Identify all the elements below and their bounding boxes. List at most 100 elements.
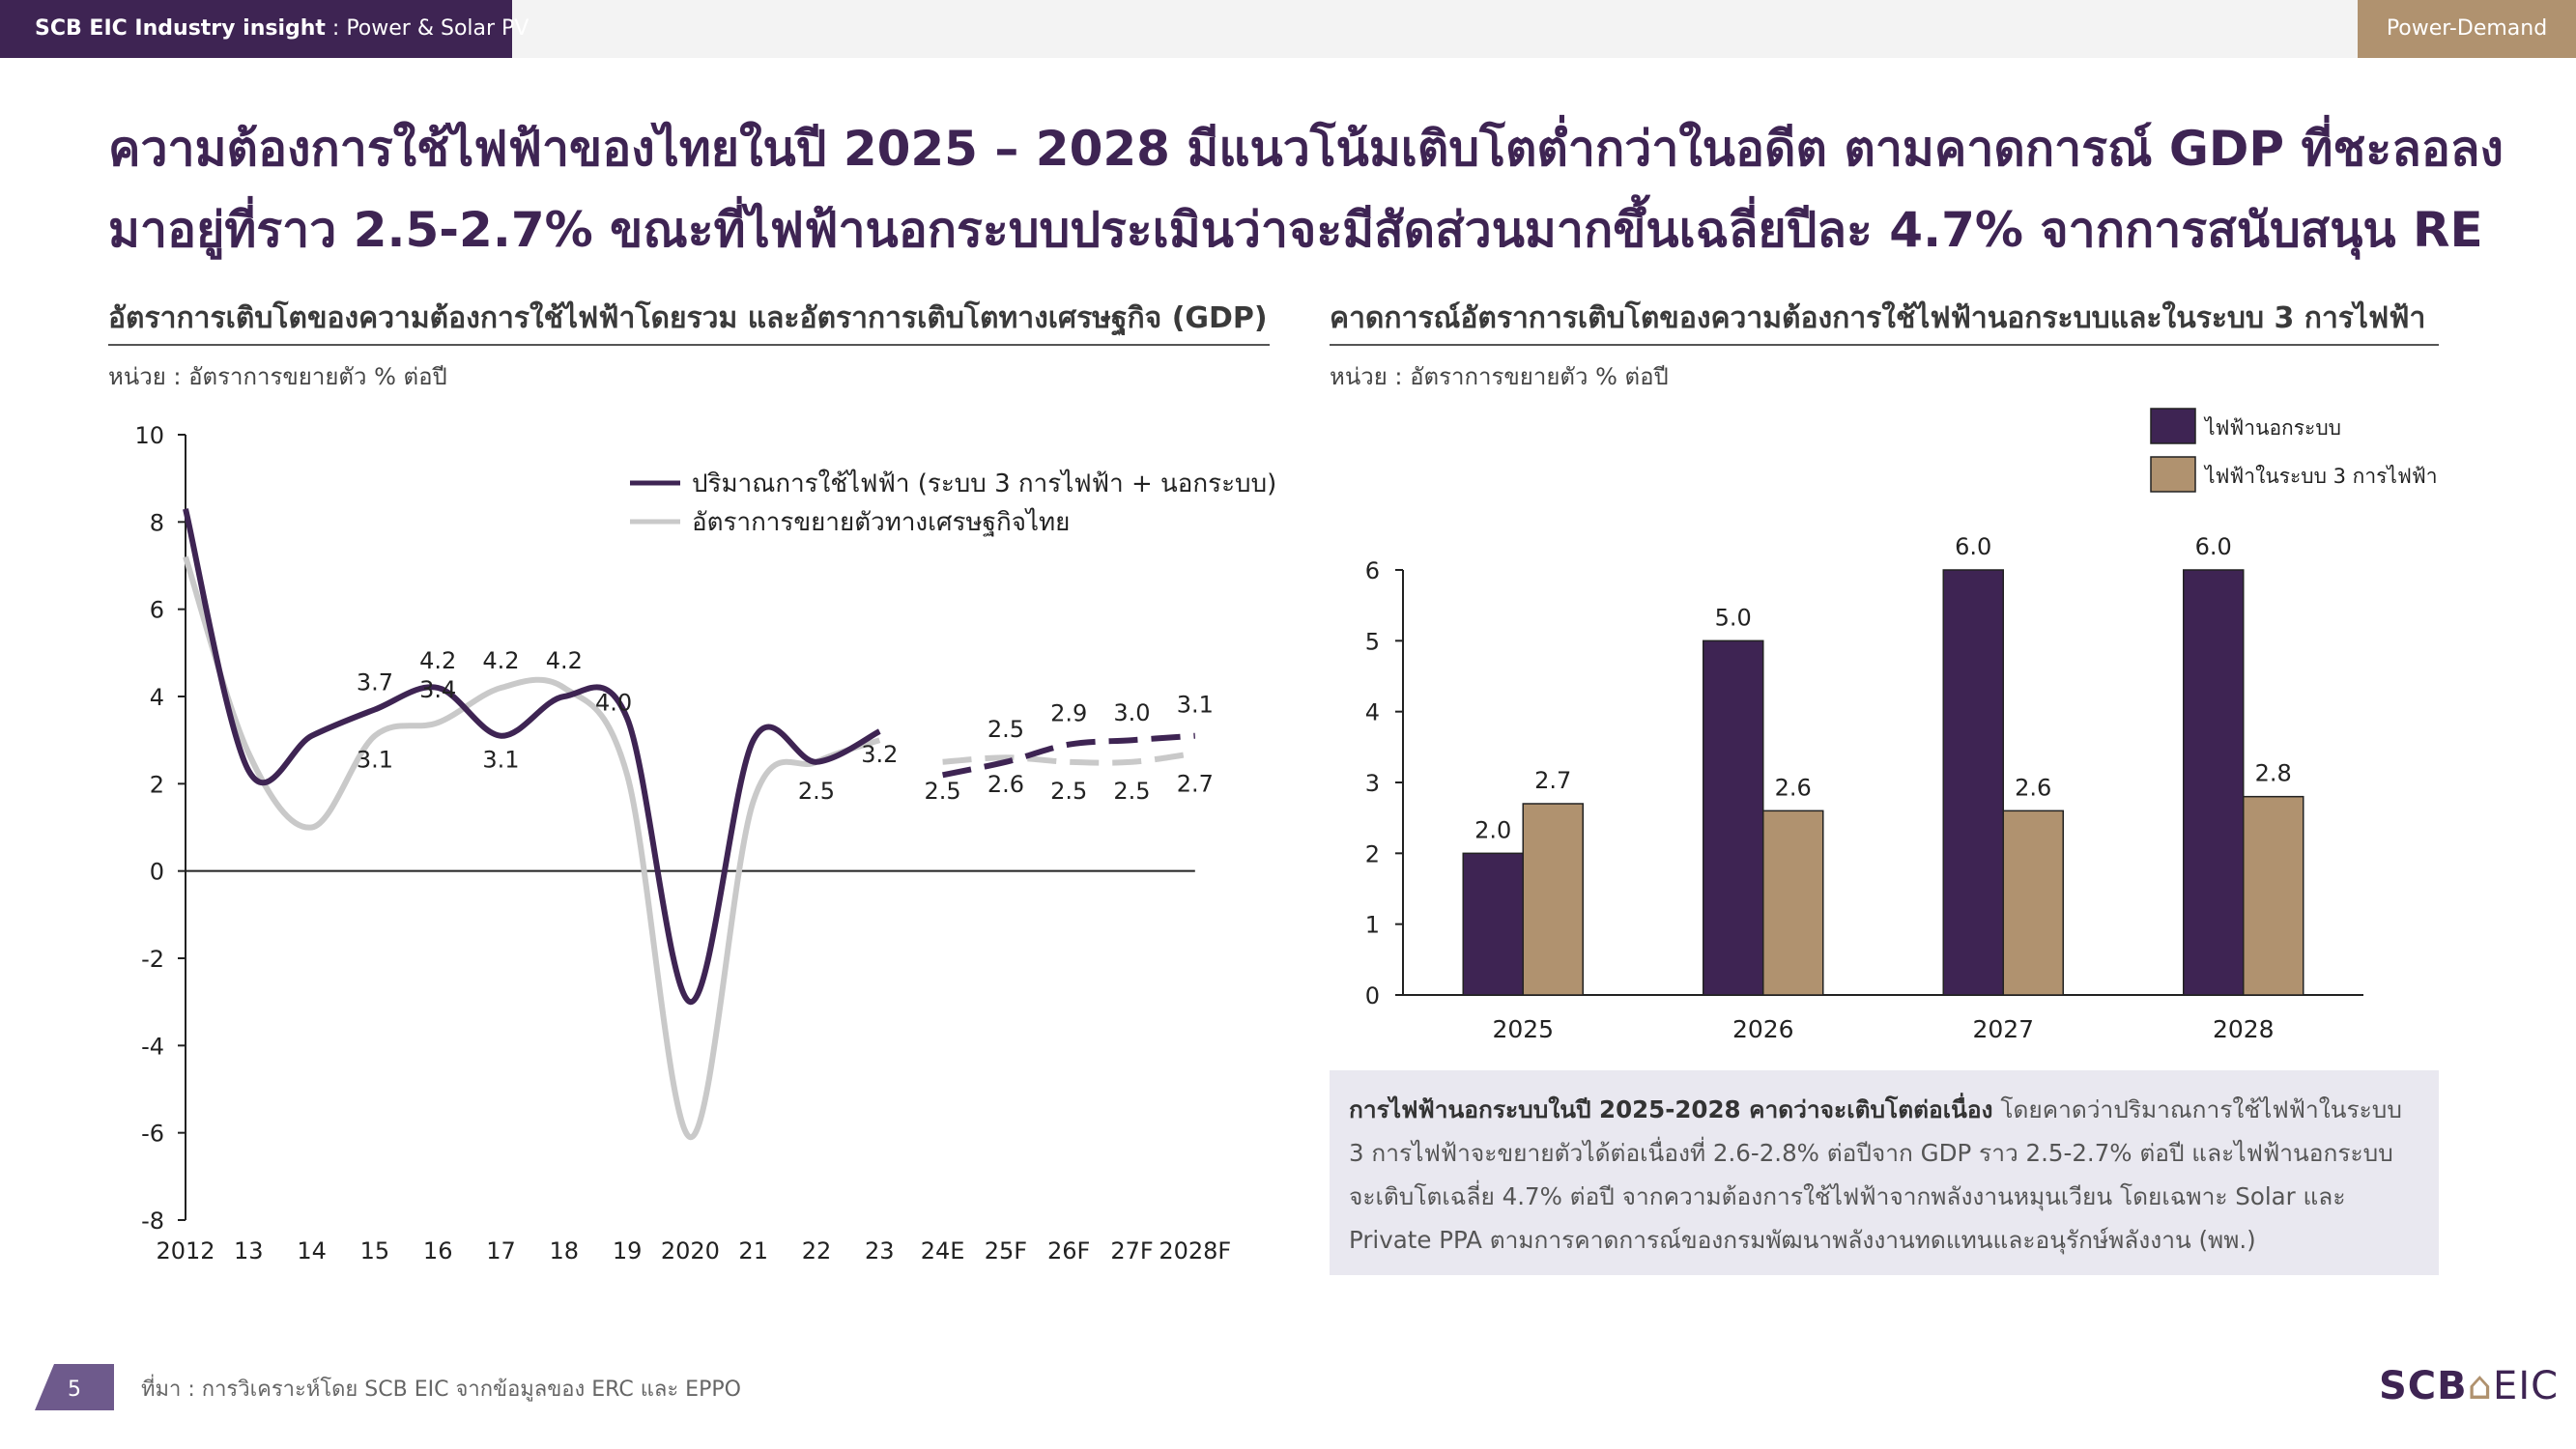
page-number-shape xyxy=(35,1364,114,1410)
x-tick-label: 25F xyxy=(985,1237,1027,1264)
y-tick-label: 1 xyxy=(1365,912,1380,939)
gdp-electricity-line-chart: -8 -6 -4 -2 0 2 4 6 8 10 2012 13 14 15 16 17 18 19 2020 21 2… xyxy=(134,422,1276,1264)
x-tick-label: 2027 xyxy=(1972,1015,2034,1043)
headline-line-2: มาอยู่ที่ราว 2.5-2.7% ขณะที่ไฟฟ้านอกระบบ… xyxy=(108,202,2483,258)
data-label: 2.5 xyxy=(987,716,1024,743)
x-tick-label: 27F xyxy=(1110,1237,1153,1264)
x-tick-label: 15 xyxy=(360,1237,390,1264)
legend-label: ปริมาณการใช้ไฟฟ้า (ระบบ 3 การไฟฟ้า + นอก… xyxy=(692,469,1276,498)
right-chart-title: คาดการณ์อัตราการเติบโตของความต้องการใช้ไ… xyxy=(1330,301,2426,335)
right-chart-unit: หน่วย : อัตราการขยายตัว % ต่อปี xyxy=(1330,363,1669,390)
bar-value-label: 2.0 xyxy=(1474,816,1511,843)
page-number-tab: 5 xyxy=(35,1364,114,1410)
y-tick-label: 0 xyxy=(150,859,164,886)
x-tick-label: 16 xyxy=(423,1237,453,1264)
summary-note: การไฟฟ้านอกระบบในปี 2025-2028 คาดว่าจะเต… xyxy=(1330,1070,2439,1275)
data-label: 3.4 xyxy=(419,676,456,703)
x-tick-label: 2028 xyxy=(2213,1015,2275,1043)
left-title-rule xyxy=(108,344,1270,346)
y-tick-label: 2 xyxy=(1365,840,1380,867)
legend-swatch xyxy=(2150,408,2196,444)
bar-value-label: 2.7 xyxy=(1534,767,1571,794)
data-label: 2.5 xyxy=(1050,778,1087,805)
x-tick-label: 18 xyxy=(550,1237,580,1264)
report-section: : Power & Solar PV xyxy=(325,16,530,41)
data-label: 2.9 xyxy=(1050,700,1087,727)
data-label: 2.5 xyxy=(925,778,961,805)
bar xyxy=(1762,810,1824,996)
bar-value-label: 2.6 xyxy=(2015,774,2051,801)
logo-eic-text: EIC xyxy=(2493,1364,2560,1408)
data-label: 2.5 xyxy=(798,778,835,805)
y-tick-label: 4 xyxy=(150,684,164,711)
on-off-grid-bar-chart: 0 1 2 3 4 5 6 2025 2.0 2.7 2026 5.0 2.6 2027 6.0 2.6 202… xyxy=(1365,408,2438,1043)
left-chart-unit: หน่วย : อัตราการขยายตัว % ต่อปี xyxy=(108,363,447,390)
x-tick-label: 2012 xyxy=(156,1237,215,1264)
electricity-demand-line xyxy=(183,508,881,1006)
bar xyxy=(2183,569,2245,996)
data-label: 2.5 xyxy=(1113,778,1150,805)
summary-note-lead: การไฟฟ้านอกระบบในปี 2025-2028 คาดว่าจะเต… xyxy=(1349,1095,1993,1123)
y-tick-label: -4 xyxy=(141,1033,164,1060)
data-label: 2.6 xyxy=(987,771,1024,798)
x-tick-label: 21 xyxy=(738,1237,768,1264)
data-label: 4.2 xyxy=(546,647,583,674)
y-tick-label: 5 xyxy=(1365,628,1380,655)
y-tick-label: 0 xyxy=(1365,982,1380,1009)
legend-label: อัตราการขยายตัวทางเศรษฐกิจไทย xyxy=(692,507,1070,537)
legend-label: ไฟฟ้าในระบบ 3 การไฟฟ้า xyxy=(2203,465,2438,488)
data-label: 2.7 xyxy=(1177,771,1214,798)
report-brand: SCB EIC Industry insight xyxy=(35,16,326,41)
bar-value-label: 6.0 xyxy=(1955,533,1991,560)
gdp-growth-forecast-line xyxy=(942,750,1196,766)
x-tick-label: 13 xyxy=(234,1237,264,1264)
bar-value-label: 2.8 xyxy=(2255,760,2292,787)
x-tick-label: 2020 xyxy=(661,1237,720,1264)
y-tick-label: 3 xyxy=(1365,770,1380,797)
x-tick-label: 2028F xyxy=(1159,1237,1231,1264)
bar xyxy=(1703,639,1764,996)
x-tick-label: 26F xyxy=(1047,1237,1090,1264)
x-tick-label: 22 xyxy=(802,1237,832,1264)
summary-note-text: โดยคาดว่าปริมาณการใช้ไฟฟ้าในระบบ 3 การไฟ… xyxy=(1349,1095,2402,1254)
y-tick-label: 10 xyxy=(134,422,164,449)
data-label: 3.7 xyxy=(357,669,393,696)
data-label: 3.1 xyxy=(1177,692,1214,719)
page-number: 5 xyxy=(68,1378,81,1402)
x-tick-label: 14 xyxy=(297,1237,327,1264)
x-tick-label: 24E xyxy=(921,1237,965,1264)
y-tick-label: -6 xyxy=(141,1121,164,1148)
data-label: 3.1 xyxy=(482,747,519,774)
right-title-rule xyxy=(1330,344,2439,346)
scb-eic-logo: SCB⌂EIC xyxy=(2379,1364,2559,1408)
bar xyxy=(1462,852,1524,996)
gdp-growth-line xyxy=(183,555,881,1141)
left-chart-title: อัตราการเติบโตของความต้องการใช้ไฟฟ้าโดยร… xyxy=(108,301,1268,335)
y-tick-label: 4 xyxy=(1365,699,1380,726)
y-tick-label: -8 xyxy=(141,1208,164,1235)
data-label: 3.1 xyxy=(357,747,393,774)
y-tick-label: 8 xyxy=(150,509,164,536)
house-icon: ⌂ xyxy=(2467,1364,2494,1408)
y-tick-label: 2 xyxy=(150,771,164,798)
top-bar: SCB EIC Industry insight : Power & Solar… xyxy=(0,0,2576,58)
source-note: ที่มา : การวิเคราะห์โดย SCB EIC จากข้อมู… xyxy=(141,1378,741,1402)
x-tick-label: 17 xyxy=(486,1237,516,1264)
y-tick-label: -2 xyxy=(141,946,164,973)
bar xyxy=(2002,810,2064,996)
x-tick-label: 19 xyxy=(613,1237,643,1264)
bar-value-label: 6.0 xyxy=(2195,533,2232,560)
x-tick-label: 2025 xyxy=(1492,1015,1554,1043)
topic-tag: Power-Demand xyxy=(2358,0,2576,58)
data-label: 3.2 xyxy=(861,741,898,768)
page-headline: ความต้องการใช้ไฟฟ้าของไทยในปี 2025 – 202… xyxy=(108,108,2504,270)
bar xyxy=(1942,569,2004,996)
bar xyxy=(1522,803,1584,996)
bar xyxy=(2243,795,2304,996)
bar-value-label: 5.0 xyxy=(1715,604,1752,631)
electricity-demand-forecast-line xyxy=(941,732,1195,779)
legend-swatch xyxy=(2150,456,2196,493)
report-series-label: SCB EIC Industry insight : Power & Solar… xyxy=(0,0,529,58)
headline-line-1: ความต้องการใช้ไฟฟ้าของไทยในปี 2025 – 202… xyxy=(108,121,2504,177)
y-tick-label: 6 xyxy=(150,597,164,624)
